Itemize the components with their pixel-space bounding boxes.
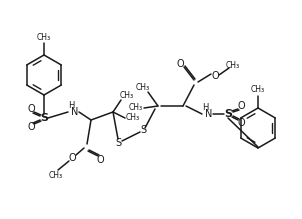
Text: CH₃: CH₃ [49, 171, 63, 180]
Text: O: O [27, 122, 35, 132]
Text: CH₃: CH₃ [226, 60, 240, 69]
Text: S: S [40, 113, 48, 123]
Text: CH₃: CH₃ [129, 104, 143, 113]
Text: O: O [237, 101, 245, 111]
Text: CH₃: CH₃ [37, 32, 51, 41]
Text: O: O [176, 59, 184, 69]
Text: CH₃: CH₃ [251, 85, 265, 95]
Text: N: N [205, 109, 213, 119]
Text: S: S [115, 138, 121, 148]
Text: O: O [27, 104, 35, 114]
Text: CH₃: CH₃ [126, 113, 140, 122]
Text: S: S [140, 125, 146, 135]
Text: H: H [68, 101, 74, 110]
Text: O: O [68, 153, 76, 163]
Text: O: O [96, 155, 104, 165]
Text: O: O [237, 118, 245, 128]
Text: S: S [224, 109, 232, 119]
Text: CH₃: CH₃ [136, 83, 150, 92]
Text: N: N [71, 107, 79, 117]
Text: H: H [202, 102, 208, 111]
Text: CH₃: CH₃ [120, 92, 134, 101]
Text: O: O [211, 71, 219, 81]
